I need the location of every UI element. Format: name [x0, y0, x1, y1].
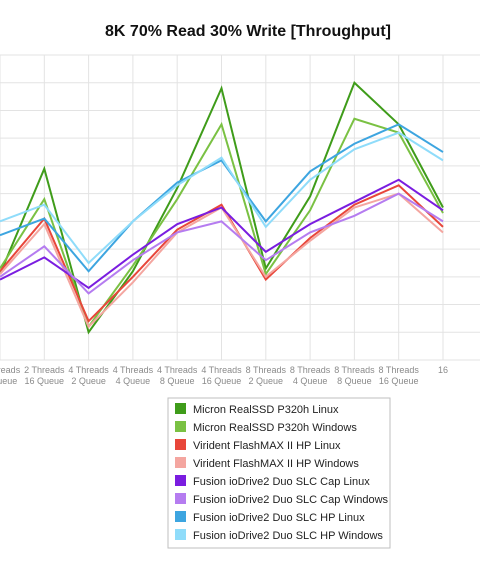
series-line-7 [0, 123, 444, 273]
x-tick-label: 8 Threads 2 Queue [246, 365, 287, 386]
series-line-2 [0, 117, 444, 329]
x-tick-label: 4 Threads 2 Queue [68, 365, 109, 386]
legend-swatch [175, 529, 186, 540]
x-tick-label: 2 Threads 16 Queue [24, 365, 65, 386]
legend-swatch [175, 403, 186, 414]
x-tick-label: 4 Threads 4 Queue [113, 365, 154, 386]
legend-swatch [175, 457, 186, 468]
x-tick-label: 8 Threads 16 Queue [379, 365, 420, 386]
x-tick-label: 4 Threads 16 Queue [201, 365, 242, 386]
legend-label: Fusion ioDrive2 Duo SLC Cap Linux [193, 476, 370, 488]
series-line-3 [0, 184, 444, 323]
x-tick-label: 4 Threads 8 Queue [157, 365, 198, 386]
legend-label: Micron RealSSD P320h Linux [193, 404, 339, 416]
legend-label: Fusion ioDrive2 Duo SLC HP Linux [193, 512, 365, 524]
chart-grid [0, 54, 480, 361]
x-tick-label: 8 Threads 8 Queue [334, 365, 375, 386]
legend-label: Virident FlashMAX II HP Linux [193, 440, 341, 452]
legend-label: Virident FlashMAX II HP Windows [193, 458, 359, 470]
x-tick-label: 16 [438, 365, 448, 375]
series-line-6 [0, 192, 444, 295]
series-line-8 [0, 131, 444, 265]
legend-swatch [175, 421, 186, 432]
legend-swatch [175, 475, 186, 486]
x-tick-label: 8 Threads 4 Queue [290, 365, 331, 386]
legend-box [167, 397, 391, 549]
legend-label: Micron RealSSD P320h Windows [193, 422, 357, 434]
legend: Micron RealSSD P320h Linux Micron RealSSD… [167, 397, 391, 549]
series-layer [0, 80, 444, 335]
legend-swatch [175, 493, 186, 504]
legend-label: Fusion ioDrive2 Duo SLC Cap Windows [193, 494, 389, 506]
legend-swatch [175, 439, 186, 450]
legend-swatch [175, 511, 186, 522]
chart-title: 8K 70% Read 30% Write [Throughput] [105, 23, 391, 40]
legend-label: Fusion ioDrive2 Duo SLC HP Windows [193, 530, 383, 542]
